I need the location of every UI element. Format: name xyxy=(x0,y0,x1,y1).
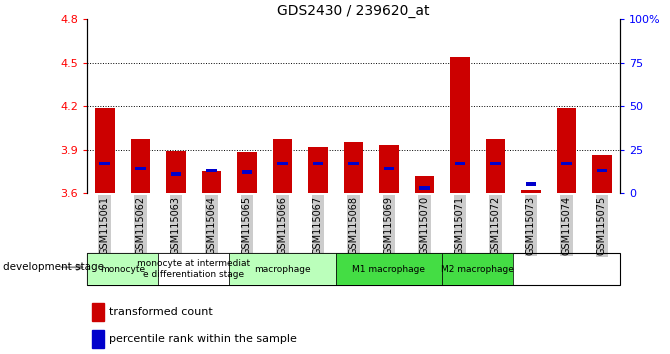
Bar xyxy=(202,171,221,193)
Bar xyxy=(557,108,576,193)
Text: development stage: development stage xyxy=(3,262,105,272)
Text: percentile rank within the sample: percentile rank within the sample xyxy=(109,334,297,344)
Text: GSM115069: GSM115069 xyxy=(384,196,394,255)
Bar xyxy=(596,169,608,172)
Bar xyxy=(95,108,115,193)
Bar xyxy=(450,57,470,193)
Text: GSM115068: GSM115068 xyxy=(348,196,358,255)
Bar xyxy=(379,145,399,193)
Bar xyxy=(135,167,146,171)
Text: M1 macrophage: M1 macrophage xyxy=(352,264,425,274)
Bar xyxy=(592,155,612,193)
Bar xyxy=(525,182,537,186)
Text: GSM115074: GSM115074 xyxy=(561,196,572,255)
Bar xyxy=(99,162,111,165)
Text: GSM115064: GSM115064 xyxy=(206,196,216,255)
Text: GSM115067: GSM115067 xyxy=(313,196,323,255)
Bar xyxy=(312,162,324,165)
Bar xyxy=(383,167,395,171)
Bar xyxy=(273,139,292,193)
Text: monocyte: monocyte xyxy=(100,264,145,274)
Text: GSM115066: GSM115066 xyxy=(277,196,287,255)
Bar xyxy=(87,253,158,285)
Text: macrophage: macrophage xyxy=(254,264,311,274)
Bar xyxy=(490,162,501,165)
Text: GSM115070: GSM115070 xyxy=(419,196,429,255)
Title: GDS2430 / 239620_at: GDS2430 / 239620_at xyxy=(277,5,429,18)
Bar xyxy=(241,170,253,174)
Bar xyxy=(166,151,186,193)
Bar xyxy=(277,162,288,165)
Bar xyxy=(229,253,336,285)
Bar xyxy=(486,139,505,193)
Bar xyxy=(415,176,434,193)
Bar xyxy=(419,186,430,189)
Bar xyxy=(348,162,359,165)
Bar xyxy=(344,142,363,193)
Bar xyxy=(561,162,572,165)
Bar xyxy=(170,172,182,176)
Bar xyxy=(308,147,328,193)
Bar xyxy=(336,253,442,285)
Bar xyxy=(442,253,513,285)
Bar xyxy=(206,169,217,172)
Text: GSM115061: GSM115061 xyxy=(100,196,110,255)
Text: GSM115063: GSM115063 xyxy=(171,196,181,255)
Text: GSM115062: GSM115062 xyxy=(135,196,145,255)
Bar xyxy=(92,330,104,348)
Text: M2 macrophage: M2 macrophage xyxy=(442,264,514,274)
Bar xyxy=(454,162,466,165)
Bar xyxy=(237,153,257,193)
Bar xyxy=(131,139,150,193)
Text: monocyte at intermediat
e differentiation stage: monocyte at intermediat e differentiatio… xyxy=(137,259,250,279)
Text: GSM115065: GSM115065 xyxy=(242,196,252,255)
Text: GSM115072: GSM115072 xyxy=(490,196,500,255)
Text: transformed count: transformed count xyxy=(109,307,213,317)
Text: GSM115073: GSM115073 xyxy=(526,196,536,255)
Bar xyxy=(158,253,229,285)
Bar xyxy=(92,303,104,321)
Bar xyxy=(521,190,541,193)
Text: GSM115075: GSM115075 xyxy=(597,196,607,255)
Text: GSM115071: GSM115071 xyxy=(455,196,465,255)
